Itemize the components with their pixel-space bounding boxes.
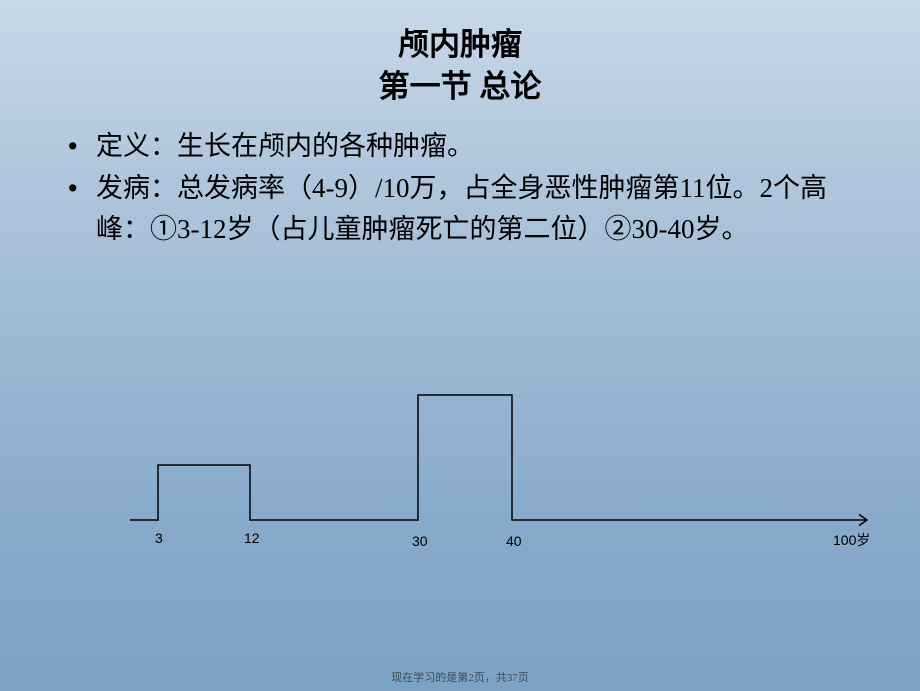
slide-body: • 定义：生长在颅内的各种肿瘤。 • 发病：总发病率（4-9）/10万，占全身恶…: [0, 108, 920, 252]
axis-label: 3: [155, 530, 163, 546]
bullet-text: 定义：生长在颅内的各种肿瘤。: [96, 126, 862, 168]
title-line-2: 第一节 总论: [0, 66, 920, 108]
title-line-1: 颅内肿瘤: [0, 24, 920, 66]
slide-title: 颅内肿瘤 第一节 总论: [0, 0, 920, 108]
bullet-text: 发病：总发病率（4-9）/10万，占全身恶性肿瘤第11位。2个高峰：①3-12岁…: [96, 168, 862, 252]
axis-label: 40: [506, 533, 522, 549]
page-footer: 现在学习的是第2页，共37页: [0, 669, 920, 685]
bullet-marker: •: [68, 168, 96, 252]
age-distribution-chart: 3 12 30 40 100岁: [0, 360, 920, 580]
bullet-item: • 定义：生长在颅内的各种肿瘤。: [68, 126, 862, 168]
axis-label: 100岁: [833, 530, 870, 550]
axis-label: 30: [412, 533, 428, 549]
axis-label: 12: [244, 530, 260, 546]
bullet-item: • 发病：总发病率（4-9）/10万，占全身恶性肿瘤第11位。2个高峰：①3-1…: [68, 168, 862, 252]
bullet-marker: •: [68, 126, 96, 168]
